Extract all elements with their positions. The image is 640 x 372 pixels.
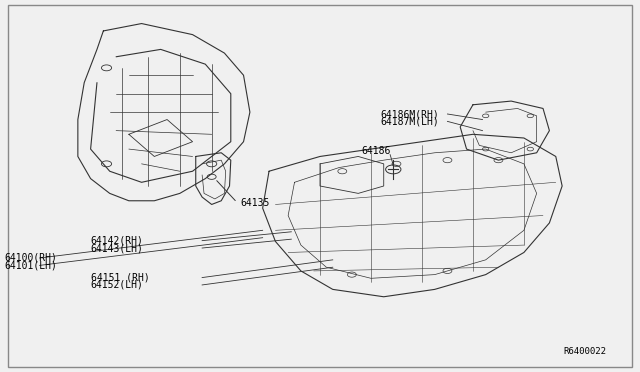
Text: 64151 (RH): 64151 (RH) bbox=[91, 273, 149, 283]
Text: 64142(RH): 64142(RH) bbox=[91, 235, 143, 246]
Text: 64101(LH): 64101(LH) bbox=[4, 260, 58, 270]
Text: 64186: 64186 bbox=[362, 146, 391, 156]
Text: R6400022: R6400022 bbox=[564, 347, 607, 356]
Text: 64152(LH): 64152(LH) bbox=[91, 280, 143, 290]
Text: 64186M(RH): 64186M(RH) bbox=[381, 109, 439, 119]
Text: 64135: 64135 bbox=[241, 198, 269, 208]
Text: 64143(LH): 64143(LH) bbox=[91, 243, 143, 253]
Text: 64100(RH): 64100(RH) bbox=[4, 253, 58, 263]
Text: 64187M(LH): 64187M(LH) bbox=[381, 116, 439, 126]
